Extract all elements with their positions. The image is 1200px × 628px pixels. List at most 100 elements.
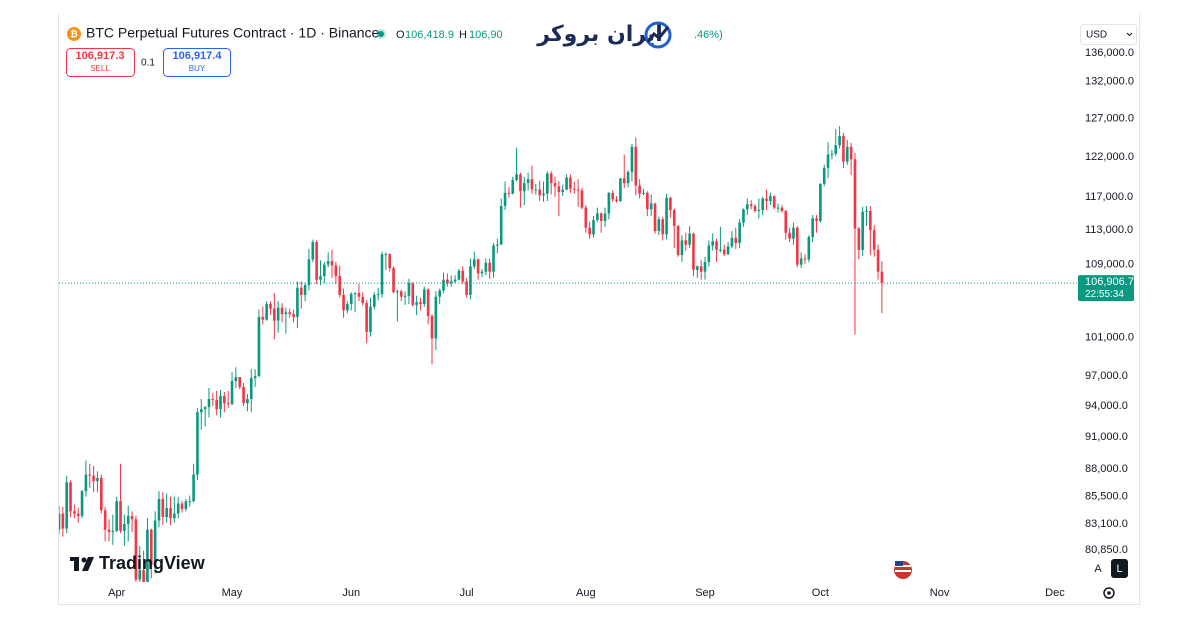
candle-body <box>165 507 168 518</box>
candle-body <box>399 291 403 297</box>
candle-body <box>580 190 584 208</box>
candle-body <box>123 523 126 531</box>
candle-body <box>807 236 811 260</box>
watermark-arrow <box>646 26 670 43</box>
candle-body <box>130 515 134 520</box>
candle-body <box>99 477 103 511</box>
candle-body <box>111 530 115 533</box>
candle-body <box>780 207 784 211</box>
y-tick-label: 91,000.0 <box>1085 431 1128 443</box>
candle-body <box>138 569 142 580</box>
candle-body <box>542 193 545 196</box>
candle-body <box>703 261 707 272</box>
candle-body <box>280 307 284 315</box>
candle-body <box>569 177 572 189</box>
watermark-text: ایران بروکر <box>536 22 663 47</box>
candle-body <box>722 249 726 255</box>
candle-body <box>265 304 268 320</box>
candle-body <box>842 136 845 162</box>
y-tick-label: 132,000.0 <box>1085 76 1134 88</box>
logo-slash <box>82 557 94 571</box>
candle-body <box>234 377 238 382</box>
candle-body <box>173 513 176 519</box>
open-label: O <box>396 29 405 41</box>
candle-body <box>430 315 434 339</box>
x-tick-label: Nov <box>930 587 950 599</box>
candle-body <box>776 207 780 209</box>
candle-body <box>626 171 630 184</box>
candle-body <box>819 183 822 221</box>
candle-body <box>384 254 388 256</box>
candle-body <box>199 409 203 413</box>
candle-body <box>503 192 507 206</box>
currency-dropdown[interactable] <box>1080 24 1137 45</box>
candle-body <box>349 294 353 305</box>
candle-body <box>342 294 345 311</box>
candle-body <box>373 294 376 307</box>
currency-label: USD <box>1086 30 1107 41</box>
candle-body <box>769 196 772 202</box>
sell-button[interactable] <box>66 48 135 77</box>
candle-body <box>353 293 357 295</box>
y-tick-label: 83,100.0 <box>1085 518 1128 530</box>
candle-body <box>180 503 184 510</box>
candle-body <box>323 264 326 277</box>
candle-body <box>680 240 684 256</box>
x-tick-label: Sep <box>695 587 715 599</box>
candle-body <box>630 146 634 172</box>
candle-body <box>469 266 472 295</box>
candle-body <box>749 204 753 206</box>
candle-body <box>73 511 76 514</box>
candle-body <box>134 519 138 580</box>
candle-body <box>146 529 149 582</box>
candle-body <box>261 316 265 320</box>
candle-body <box>565 177 568 190</box>
candle-body <box>865 210 868 212</box>
candle-body <box>765 198 768 202</box>
buy-price: 106,917.4 <box>173 50 223 62</box>
candle-body <box>480 271 484 274</box>
candle-body <box>303 285 307 295</box>
candle-body <box>530 179 534 190</box>
candle-body <box>369 306 372 332</box>
candle-body <box>588 227 591 235</box>
candle-body <box>707 245 711 262</box>
settings-gear[interactable] <box>1103 587 1115 599</box>
candle-body <box>273 308 276 321</box>
buy-button[interactable] <box>163 48 231 77</box>
candle-body <box>422 289 426 305</box>
y-tick-label: 136,000.0 <box>1085 47 1134 59</box>
candle-body <box>676 225 680 256</box>
candle-body <box>757 210 761 212</box>
quantity[interactable]: 0.1 <box>141 58 155 69</box>
high-value: 106,90 <box>469 29 503 41</box>
candle-body <box>499 205 503 245</box>
candle-body <box>361 296 365 304</box>
candle-body <box>153 520 157 566</box>
candle-body <box>438 290 441 297</box>
candle-body <box>161 498 165 518</box>
candle-body <box>126 515 130 524</box>
candle-body <box>753 205 757 211</box>
candle-body <box>107 529 111 533</box>
x-tick-label: Dec <box>1045 587 1065 599</box>
candle-body <box>192 474 195 502</box>
candle-body <box>692 233 695 270</box>
candle-body <box>76 513 80 516</box>
log-button-bg[interactable] <box>1111 559 1128 578</box>
candle-body <box>276 307 280 321</box>
candle-body <box>849 146 853 160</box>
y-tick-label: 101,000.0 <box>1085 331 1134 343</box>
candle-body <box>672 210 676 226</box>
candle-body <box>269 304 272 309</box>
candle-body <box>223 396 226 404</box>
candle-body <box>419 302 422 305</box>
high-label: H <box>459 29 467 41</box>
candle-body <box>788 232 791 239</box>
auto-button[interactable]: A <box>1094 563 1102 575</box>
candle-body <box>634 146 638 186</box>
candle-body <box>449 281 453 284</box>
